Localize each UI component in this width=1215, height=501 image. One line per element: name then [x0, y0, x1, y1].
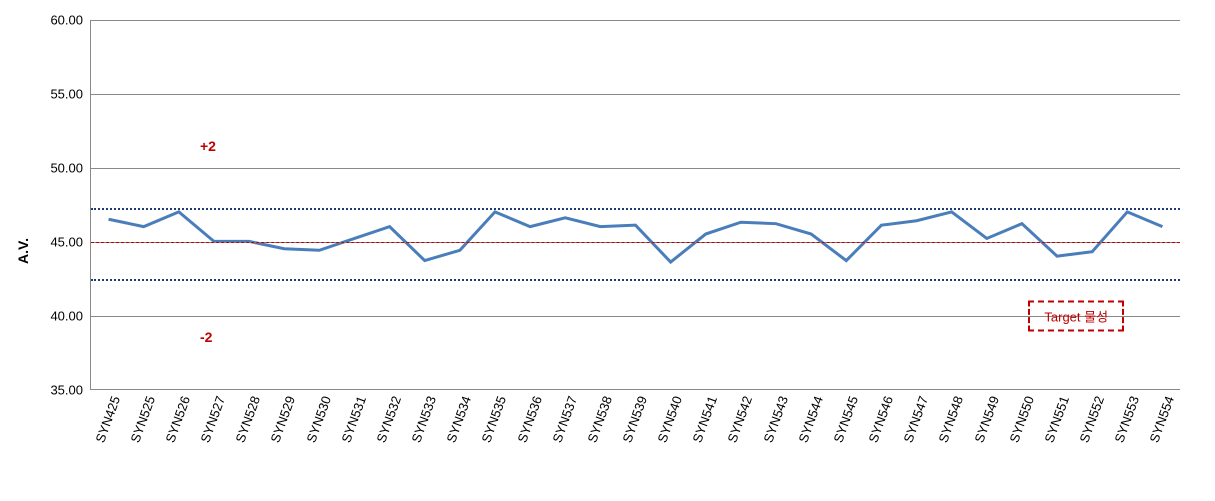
gridline — [91, 168, 1180, 169]
plot-area: 35.0040.0045.0050.0055.0060.00SYN425SYN5… — [90, 20, 1180, 390]
x-tick-label: SYN543 — [760, 394, 791, 445]
x-tick-label: SYN530 — [303, 394, 334, 445]
x-tick-label: SYN550 — [1006, 394, 1037, 445]
annotation: +2 — [200, 138, 216, 154]
y-tick-label: 45.00 — [50, 235, 83, 250]
x-tick-label: SYN547 — [901, 394, 932, 445]
y-tick-label: 55.00 — [50, 87, 83, 102]
x-tick-label: SYN528 — [233, 394, 264, 445]
x-tick-label: SYN548 — [936, 394, 967, 445]
x-tick-label: SYN552 — [1077, 394, 1108, 445]
x-tick-label: SYN525 — [127, 394, 158, 445]
x-tick-label: SYN551 — [1041, 394, 1072, 445]
x-tick-label: SYN546 — [866, 394, 897, 445]
x-tick-label: SYN541 — [690, 394, 721, 445]
x-tick-label: SYN535 — [479, 394, 510, 445]
y-tick-label: 50.00 — [50, 161, 83, 176]
x-tick-label: SYN527 — [198, 394, 229, 445]
reference-line — [91, 279, 1180, 281]
x-tick-label: SYN537 — [549, 394, 580, 445]
x-tick-label: SYN553 — [1112, 394, 1143, 445]
gridline — [91, 20, 1180, 21]
x-tick-label: SYN549 — [971, 394, 1002, 445]
chart-container: A.V. 35.0040.0045.0050.0055.0060.00SYN42… — [10, 10, 1205, 491]
x-tick-label: SYN532 — [373, 394, 404, 445]
x-tick-label: SYN526 — [162, 394, 193, 445]
x-tick-label: SYN529 — [268, 394, 299, 445]
x-tick-label: SYN545 — [830, 394, 861, 445]
reference-line — [91, 242, 1180, 243]
x-tick-label: SYN554 — [1147, 394, 1178, 445]
x-tick-label: SYN531 — [338, 394, 369, 445]
x-tick-label: SYN533 — [408, 394, 439, 445]
reference-line — [91, 208, 1180, 210]
x-tick-label: SYN542 — [725, 394, 756, 445]
x-tick-label: SYN539 — [619, 394, 650, 445]
x-tick-label: SYN544 — [795, 394, 826, 445]
data-line — [91, 20, 1180, 389]
x-tick-label: SYN425 — [92, 394, 123, 445]
x-tick-label: SYN538 — [584, 394, 615, 445]
x-tick-label: SYN536 — [514, 394, 545, 445]
annotation: -2 — [200, 329, 212, 345]
x-tick-label: SYN534 — [444, 394, 475, 445]
gridline — [91, 316, 1180, 317]
legend-target: Target 물성 — [1028, 301, 1124, 332]
y-tick-label: 40.00 — [50, 309, 83, 324]
y-tick-label: 35.00 — [50, 383, 83, 398]
x-tick-label: SYN540 — [655, 394, 686, 445]
gridline — [91, 94, 1180, 95]
y-axis-label: A.V. — [15, 238, 31, 264]
y-tick-label: 60.00 — [50, 13, 83, 28]
